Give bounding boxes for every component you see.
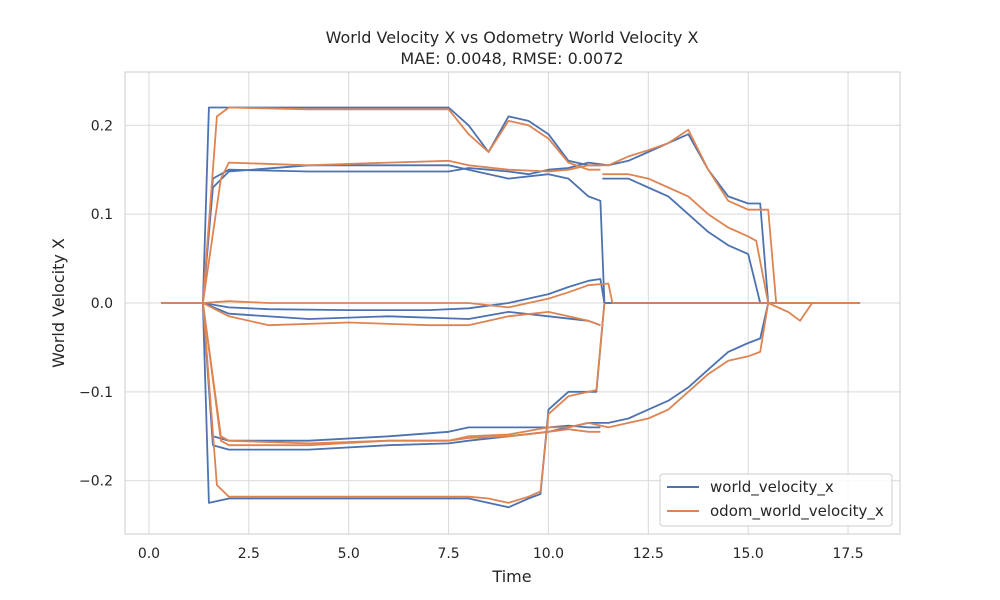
y-tick-label: 0.0	[91, 296, 113, 312]
y-axis-label: World Velocity X	[49, 238, 68, 368]
legend-label-odom-world-velocity-x: odom_world_velocity_x	[710, 502, 884, 521]
x-axis-label: Time	[491, 567, 531, 586]
chart-title: World Velocity X vs Odometry World Veloc…	[326, 28, 699, 47]
x-tick-label: 12.5	[633, 546, 664, 562]
x-tick-label: 0.0	[138, 546, 160, 562]
legend: world_velocity_x odom_world_velocity_x	[659, 473, 893, 527]
legend-box	[659, 473, 893, 527]
y-ticks: −0.2 −0.1 0.0 0.1 0.2	[79, 118, 113, 489]
y-tick-label: 0.2	[91, 118, 113, 134]
series-line	[202, 278, 849, 312]
series-line	[202, 302, 606, 509]
series-line	[202, 302, 861, 447]
x-tick-label: 17.5	[832, 546, 863, 562]
series-layer	[161, 106, 861, 509]
series-line	[202, 282, 861, 309]
series-line	[602, 173, 770, 304]
chart-subtitle: MAE: 0.0048, RMSE: 0.0072	[400, 49, 623, 68]
series-odom-world-velocity-x	[161, 106, 861, 504]
x-tick-label: 10.0	[533, 546, 564, 562]
series-line	[161, 106, 601, 304]
series-line	[602, 177, 762, 304]
x-ticks: 0.0 2.5 5.0 7.5 10.0 12.5 15.0 17.5	[138, 546, 864, 562]
x-tick-label: 5.0	[338, 546, 360, 562]
y-tick-label: 0.1	[91, 207, 113, 223]
series-line	[202, 302, 601, 327]
series-line	[161, 106, 601, 304]
series-line	[202, 302, 606, 504]
x-tick-label: 15.0	[733, 546, 764, 562]
x-tick-label: 7.5	[437, 546, 459, 562]
legend-label-world-velocity-x: world_velocity_x	[710, 478, 834, 497]
x-tick-label: 2.5	[238, 546, 260, 562]
plot-frame	[124, 71, 901, 535]
series-line	[202, 164, 849, 304]
series-line	[202, 302, 601, 327]
y-tick-label: −0.1	[79, 385, 113, 401]
series-line	[202, 128, 861, 304]
y-tick-label: −0.2	[79, 474, 113, 490]
